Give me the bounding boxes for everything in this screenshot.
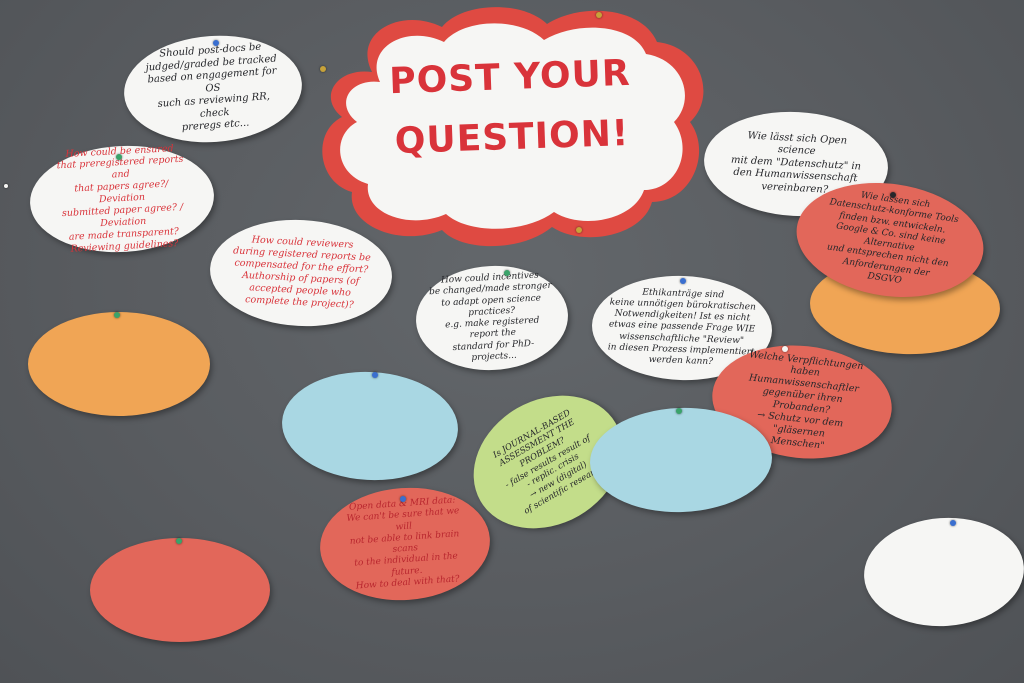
post-your-question-cloud: POST YOUR QUESTION! (312, 2, 710, 252)
blank-card (279, 367, 461, 485)
pin (676, 408, 682, 414)
card-text: Open data & MRI data: We can't be sure t… (346, 495, 460, 592)
card-text: How could reviewers during registered re… (232, 234, 372, 311)
blank-card (28, 312, 210, 416)
pin (4, 184, 8, 188)
blank-card (860, 512, 1024, 632)
card-text: How could be ensured that preregistered … (56, 142, 184, 255)
pin (320, 66, 326, 72)
pin (890, 192, 896, 198)
pin (400, 496, 406, 502)
pin (114, 312, 120, 318)
pin (213, 40, 219, 46)
pin (372, 372, 378, 378)
card-text: Should post-docs be judged/graded be tra… (145, 41, 278, 134)
question-card: Should post-docs be judged/graded be tra… (120, 29, 306, 149)
question-card: How could incentives be changed/made str… (413, 262, 571, 374)
pin (576, 227, 582, 233)
pin (176, 538, 182, 544)
pin (504, 270, 510, 276)
pin (950, 520, 956, 526)
question-card: How could be ensured that preregistered … (27, 141, 217, 257)
card-text: Ethikanträge sind keine unnötigen bürokr… (607, 287, 757, 368)
card-text: How could incentives be changed/made str… (428, 270, 553, 363)
pin (596, 12, 602, 18)
cloud-inner (340, 23, 685, 229)
card-text: Wie lassen sich Datenschutz-konforme Too… (826, 190, 960, 286)
pin (116, 154, 122, 160)
cloud-shape (322, 7, 704, 247)
cloud-title: POST YOUR QUESTION! (388, 52, 632, 163)
blank-card (90, 538, 270, 642)
pin (680, 278, 686, 284)
pin (782, 346, 788, 352)
blank-card (588, 404, 774, 516)
